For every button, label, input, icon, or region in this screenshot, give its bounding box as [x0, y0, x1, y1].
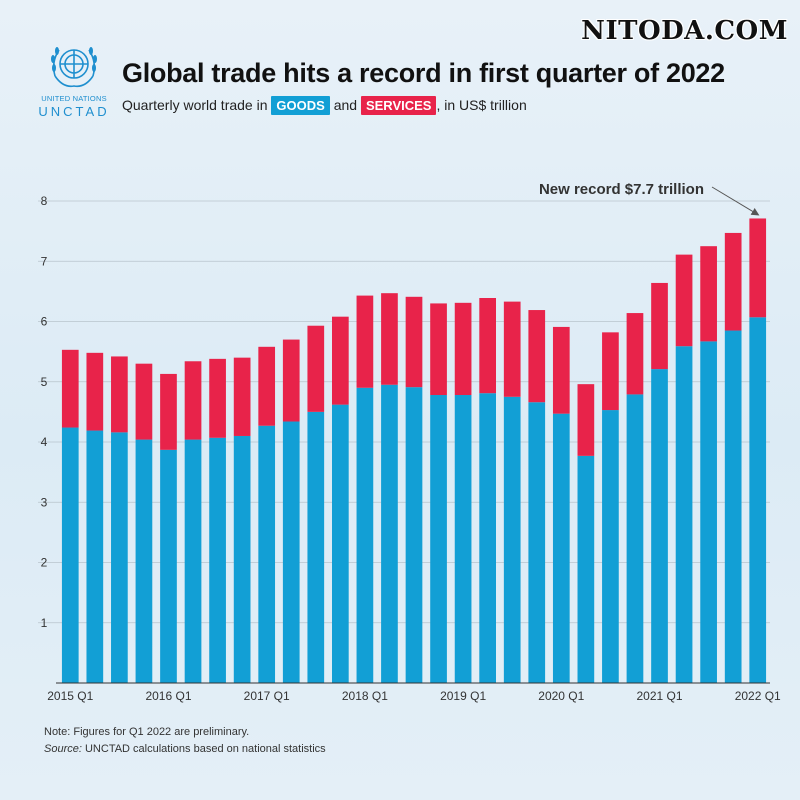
goods-bar: [111, 432, 128, 683]
x-tick-label: 2021 Q1: [636, 689, 682, 703]
y-tick-label: 7: [41, 254, 48, 268]
services-bar: [749, 218, 767, 318]
subtitle-pre: Quarterly world trade in: [122, 97, 268, 113]
x-tick-label: 2017 Q1: [244, 689, 290, 703]
x-tick-label: 2016 Q1: [145, 689, 191, 703]
services-bar: [331, 316, 349, 405]
goods-bar: [675, 346, 693, 683]
services-bar: [233, 357, 251, 436]
goods-bar: [233, 435, 251, 683]
subtitle-post: , in US$ trillion: [436, 97, 527, 113]
x-tick-label: 2018 Q1: [342, 689, 388, 703]
services-bar: [282, 339, 300, 422]
goods-bar: [626, 394, 644, 683]
goods-bar: [356, 387, 374, 683]
goods-bar: [86, 430, 104, 683]
goods-bar: [454, 395, 472, 683]
source-text: UNCTAD calculations based on national st…: [84, 743, 326, 755]
services-bar: [651, 282, 668, 370]
x-tick-label: 2019 Q1: [440, 689, 486, 703]
services-bar: [184, 361, 202, 440]
services-bar: [258, 346, 276, 426]
logo-line1: UNITED NATIONS: [41, 94, 107, 103]
x-tick-label: 2020 Q1: [538, 689, 584, 703]
services-legend-pill: SERVICES: [360, 96, 437, 115]
x-tick-label: 2022 Q1: [735, 689, 781, 703]
services-bar: [700, 246, 717, 342]
un-logo: UNITED NATIONS UNCTAD: [38, 40, 110, 119]
y-tick-label: 2: [41, 556, 48, 570]
x-axis-ticks: 2015 Q1 2016 Q1 2017 Q1 2018 Q1 2019 Q1 2020 …: [47, 689, 781, 703]
bars: [56, 218, 770, 684]
chart-title: Global trade hits a record in first quar…: [122, 58, 725, 88]
y-tick-label: 6: [41, 315, 48, 329]
goods-bar: [307, 411, 325, 683]
goods-bar: [184, 439, 202, 683]
services-bar: [503, 301, 521, 397]
services-bar: [381, 293, 398, 385]
footer-note: Note: Figures for Q1 2022 are preliminar…: [44, 726, 250, 738]
goods-bar: [430, 395, 447, 683]
goods-bar: [331, 404, 349, 683]
logo-line2: UNCTAD: [38, 104, 110, 119]
y-tick-label: 3: [41, 495, 48, 509]
goods-bar: [160, 449, 177, 683]
services-bar: [111, 356, 128, 433]
services-bar: [552, 326, 570, 414]
watermark: NITODA.COM: [581, 16, 788, 46]
annotation-label: New record $7.7 trillion: [539, 181, 704, 198]
services-bar: [307, 325, 325, 412]
goods-bar: [209, 437, 226, 683]
services-bar: [430, 303, 447, 396]
y-tick-label: 5: [41, 375, 48, 389]
services-bar: [528, 310, 546, 403]
goods-bar: [602, 410, 619, 683]
goods-bar: [749, 317, 767, 683]
services-bar: [454, 302, 472, 396]
goods-bar: [528, 402, 546, 683]
services-bar: [724, 232, 742, 331]
goods-bar: [381, 384, 398, 683]
services-bar: [626, 313, 644, 395]
services-bar: [209, 358, 226, 438]
y-tick-label: 4: [41, 435, 48, 449]
un-emblem-icon: [51, 47, 97, 88]
footer-source: Source: UNCTAD calculations based on nat…: [44, 743, 326, 755]
services-bar: [405, 296, 423, 388]
x-tick-label: 2015 Q1: [47, 689, 93, 703]
goods-bar: [503, 396, 521, 683]
goods-bar: [258, 425, 276, 683]
chart-subtitle: Quarterly world trade in GOODS and SERVI…: [122, 96, 527, 115]
services-bar: [577, 384, 595, 456]
goods-bar: [61, 427, 79, 683]
services-bar: [602, 332, 619, 411]
grid-lines: [38, 200, 770, 624]
goods-bar: [700, 341, 717, 683]
y-tick-label: 1: [41, 616, 48, 630]
services-bar: [356, 295, 374, 388]
goods-bar: [405, 387, 423, 683]
subtitle-mid: and: [333, 97, 358, 113]
goods-bar: [135, 439, 153, 683]
services-bar: [86, 352, 104, 431]
services-bar: [160, 373, 177, 450]
services-bar: [135, 363, 153, 440]
goods-bar: [282, 421, 300, 683]
goods-bar: [651, 369, 668, 683]
goods-bar: [552, 413, 570, 683]
y-tick-label: 8: [41, 194, 48, 208]
services-bar: [479, 298, 497, 394]
y-axis-ticks: 1 2 3 4 5 6 7 8: [41, 194, 48, 630]
annotation-arrow: [711, 186, 760, 216]
goods-bar: [724, 330, 742, 683]
services-bar: [61, 349, 79, 428]
services-bar: [675, 254, 693, 347]
goods-legend-pill: GOODS: [271, 96, 330, 115]
goods-bar: [577, 455, 595, 683]
goods-bar: [479, 393, 497, 683]
record-annotation: New record $7.7 trillion: [539, 181, 760, 216]
source-label: Source:: [44, 743, 82, 755]
